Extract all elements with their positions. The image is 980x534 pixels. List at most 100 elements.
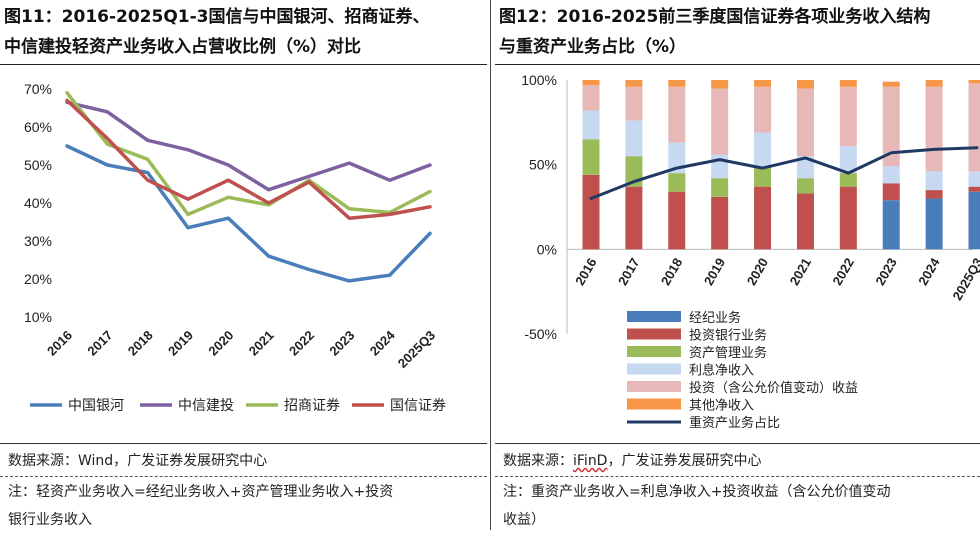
y-tick-label: 100% (521, 72, 557, 88)
y-tick-label: 50% (529, 157, 557, 173)
legend-swatch (627, 399, 681, 410)
legend-label: 资产管理业务 (689, 345, 767, 360)
bar-segment (926, 171, 943, 190)
bar-segment (883, 82, 900, 87)
bar-segment (754, 187, 771, 250)
bar-segment (840, 187, 857, 250)
x-tick-label: 2019 (701, 255, 728, 288)
x-tick-label: 2019 (165, 328, 196, 359)
legend-swatch (627, 346, 681, 357)
y-tick-label: 70% (24, 81, 52, 97)
bar-segment (797, 193, 814, 249)
x-tick-label: 2016 (572, 255, 599, 288)
bar-segment (883, 200, 900, 249)
left-title-line2: 中信建投轻资产业务收入占营收比例（%）对比 (4, 32, 484, 62)
x-tick-label: 2025Q3 (395, 328, 438, 371)
x-tick-label: 2020 (744, 255, 771, 288)
bar-segment (883, 183, 900, 200)
y-tick-label: 40% (24, 195, 52, 211)
bar-segment (969, 192, 980, 250)
x-tick-label: 2025Q3 (949, 255, 980, 303)
bar-segment (625, 187, 642, 250)
y-tick-label: 30% (24, 233, 52, 249)
right-title-line1: 图12：2016-2025前三季度国信证券各项业务收入结构 (499, 2, 979, 32)
series-line (67, 146, 430, 281)
legend-label: 中信建投 (178, 397, 234, 413)
x-tick-label: 2024 (367, 327, 399, 359)
left-note-line1: 注：轻资产业务收入=经纪业务收入+资产管理业务收入+投资 (8, 478, 393, 506)
bar-segment (583, 85, 600, 110)
bar-segment (926, 80, 943, 87)
x-tick-label: 2022 (286, 328, 317, 359)
bar-segment (840, 173, 857, 187)
bar-segment (797, 88, 814, 156)
legend-swatch (627, 364, 681, 375)
bar-segment (668, 80, 685, 87)
left-source-label: 数据来源： (8, 453, 78, 469)
right-panel: 图12：2016-2025前三季度国信证券各项业务收入结构 与重资产业务占比（%… (495, 0, 980, 530)
left-panel: 图11：2016-2025Q1-3国信与中国银河、招商证券、 中信建投轻资产业务… (0, 0, 487, 530)
right-source: 数据来源：iFinD，广发证券发展研究中心 (503, 451, 761, 471)
x-tick-label: 2021 (787, 255, 814, 288)
right-note-rule (495, 476, 980, 477)
x-tick-label: 2020 (205, 328, 236, 359)
right-title-line2: 与重资产业务占比（%） (499, 32, 979, 62)
left-source-text: Wind，广发证券发展研究中心 (78, 453, 267, 469)
heavy-asset-ratio-line (591, 148, 977, 199)
bar-segment (883, 166, 900, 183)
bar-segment (754, 80, 771, 87)
x-tick-label: 2022 (829, 255, 856, 288)
legend-label: 招商证券 (284, 397, 340, 413)
right-source-label: 数据来源： (503, 453, 573, 469)
left-note-rule (0, 476, 487, 477)
y-tick-label: 20% (24, 271, 52, 287)
legend-label: 重资产业务占比 (689, 415, 780, 430)
bar-segment (840, 80, 857, 87)
bar-segment (625, 121, 642, 157)
bar-segment (711, 197, 728, 249)
y-tick-label: 10% (24, 309, 52, 325)
legend-label: 其他净收入 (689, 398, 754, 413)
bar-segment (969, 83, 980, 171)
legend-label: 经纪业务 (689, 310, 741, 325)
legend-swatch (627, 329, 681, 340)
legend-label: 国信证券 (390, 397, 446, 413)
legend-label: 投资银行业务 (689, 328, 767, 343)
bar-segment (711, 88, 728, 154)
x-tick-label: 2024 (915, 255, 943, 288)
y-tick-label: 50% (24, 157, 52, 173)
bar-segment (840, 87, 857, 146)
bar-segment (969, 80, 980, 83)
bar-segment (969, 187, 980, 192)
x-tick-label: 2017 (84, 328, 115, 359)
left-chart-title: 图11：2016-2025Q1-3国信与中国银河、招商证券、 中信建投轻资产业务… (4, 2, 484, 62)
bar-segment (711, 178, 728, 197)
left-chart-bottom-rule (0, 443, 487, 444)
bar-segment (797, 178, 814, 193)
bar-segment (668, 173, 685, 192)
left-title-rule (0, 64, 487, 65)
bar-segment (711, 80, 728, 88)
left-note: 注：轻资产业务收入=经纪业务收入+资产管理业务收入+投资 银行业务收入 (8, 478, 393, 534)
panel-divider (490, 0, 491, 530)
bar-segment (625, 80, 642, 87)
bar-segment (969, 171, 980, 186)
bar-segment (926, 199, 943, 250)
x-tick-label: 2016 (44, 328, 75, 359)
bar-segment (711, 155, 728, 179)
y-tick-label: 60% (24, 119, 52, 135)
left-title-line1: 图11：2016-2025Q1-3国信与中国银河、招商证券、 (4, 2, 484, 32)
legend-label: 中国银河 (68, 397, 124, 413)
legend-label: 利息净收入 (689, 363, 754, 378)
x-tick-label: 2023 (872, 255, 899, 288)
right-note-line1: 注：重资产业务收入=利息净收入+投资收益（含公允价值变动 (503, 478, 890, 506)
bar-segment (754, 132, 771, 166)
bar-segment (668, 192, 685, 250)
series-line (67, 102, 430, 189)
bar-segment (797, 80, 814, 88)
right-note: 注：重资产业务收入=利息净收入+投资收益（含公允价值变动 收益） (503, 478, 890, 534)
bar-segment (583, 175, 600, 250)
